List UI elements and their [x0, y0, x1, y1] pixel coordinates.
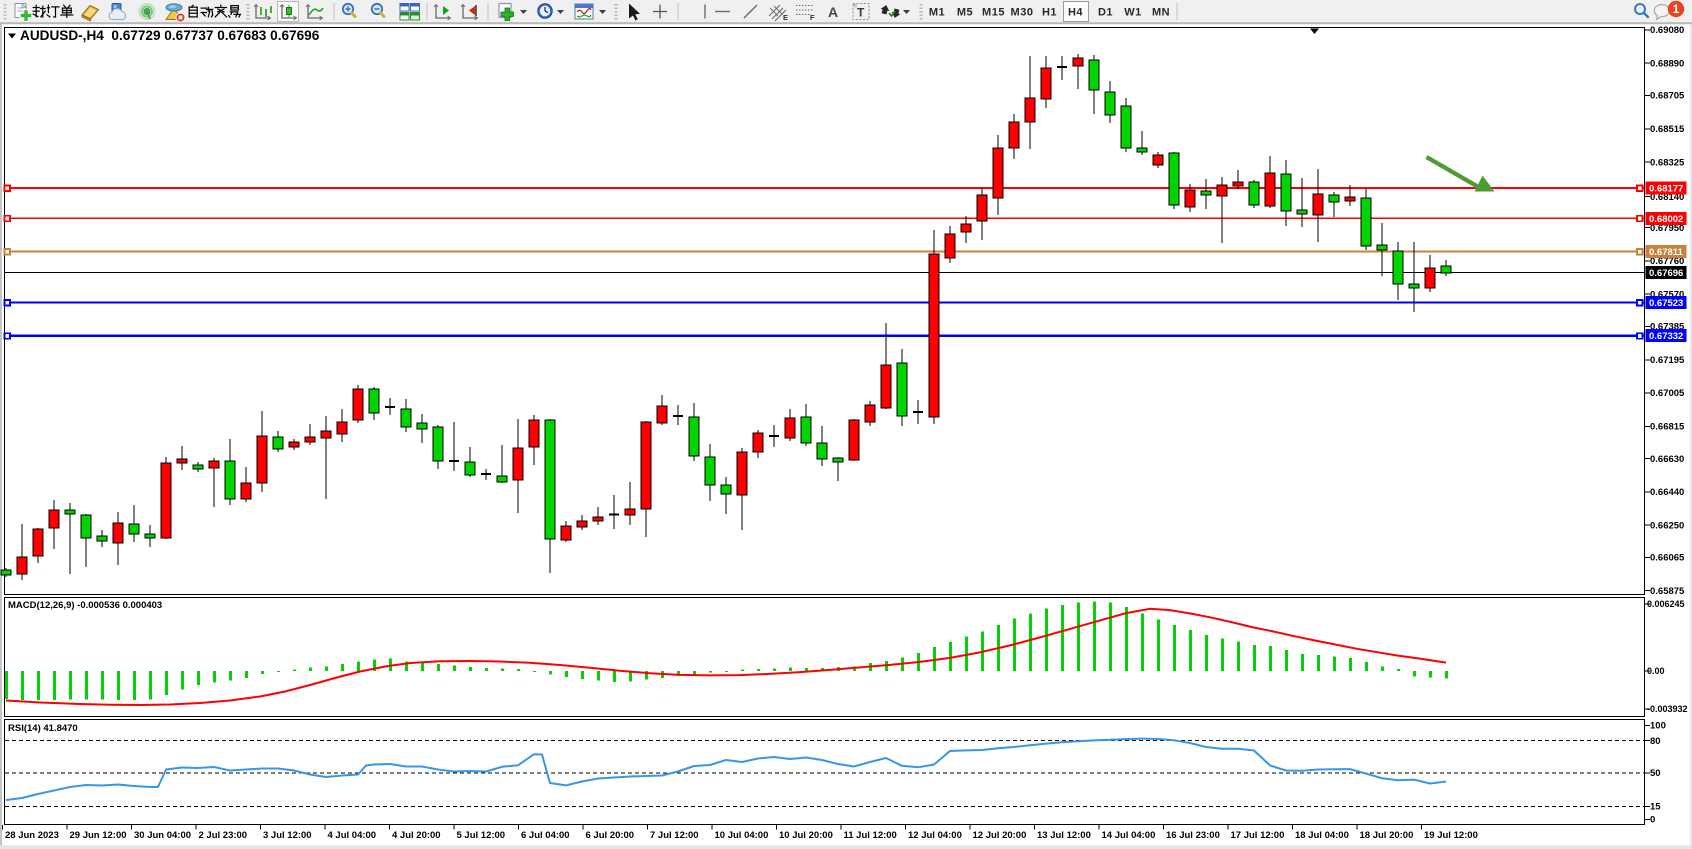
- svg-text:0.67811: 0.67811: [1649, 247, 1684, 258]
- svg-text:0.67950: 0.67950: [1650, 223, 1684, 234]
- svg-text:10 Jul 20:00: 10 Jul 20:00: [779, 830, 833, 841]
- svg-text:H1: H1: [1042, 7, 1057, 19]
- svg-text:11 Jul 12:00: 11 Jul 12:00: [844, 830, 897, 841]
- svg-text:M5: M5: [957, 7, 973, 19]
- svg-text:0.67696: 0.67696: [1649, 268, 1683, 279]
- svg-text:12 Jul 20:00: 12 Jul 20:00: [973, 830, 1027, 841]
- svg-text:0.66250: 0.66250: [1650, 520, 1684, 531]
- svg-text:0.67005: 0.67005: [1650, 388, 1685, 399]
- svg-text:50: 50: [1650, 768, 1661, 779]
- svg-text:4 Jul 04:00: 4 Jul 04:00: [328, 830, 377, 841]
- svg-text:0.68177: 0.68177: [1649, 183, 1683, 194]
- svg-text:0.69080: 0.69080: [1650, 25, 1684, 36]
- svg-text:0.66065: 0.66065: [1650, 553, 1685, 564]
- svg-text:H4: H4: [1068, 7, 1083, 19]
- svg-text:0.68890: 0.68890: [1650, 58, 1684, 69]
- svg-text:0.67195: 0.67195: [1650, 355, 1685, 366]
- svg-text:A: A: [828, 4, 838, 20]
- svg-text:0.68515: 0.68515: [1650, 124, 1685, 135]
- svg-text:18 Jul 20:00: 18 Jul 20:00: [1360, 830, 1414, 841]
- svg-text:MN: MN: [1152, 7, 1170, 19]
- svg-text:RSI(14) 41.8470: RSI(14) 41.8470: [8, 723, 78, 734]
- svg-text:17 Jul 12:00: 17 Jul 12:00: [1231, 830, 1285, 841]
- svg-text:0.68140: 0.68140: [1650, 192, 1684, 203]
- svg-text:0.00: 0.00: [1647, 666, 1665, 676]
- svg-text:M15: M15: [982, 7, 1005, 19]
- svg-text:0.67332: 0.67332: [1649, 331, 1683, 342]
- svg-text:7 Jul 12:00: 7 Jul 12:00: [650, 830, 699, 841]
- svg-text:12 Jul 04:00: 12 Jul 04:00: [908, 830, 962, 841]
- svg-text:0.66815: 0.66815: [1650, 422, 1685, 433]
- svg-text:M1: M1: [929, 7, 945, 19]
- svg-text:0.006245: 0.006245: [1647, 599, 1685, 609]
- svg-text:D1: D1: [1098, 7, 1113, 19]
- svg-text:19 Jul 12:00: 19 Jul 12:00: [1424, 830, 1478, 841]
- svg-text:6 Jul 04:00: 6 Jul 04:00: [521, 830, 570, 841]
- svg-text:MACD(12,26,9) -0.000536 0.0004: MACD(12,26,9) -0.000536 0.000403: [8, 600, 162, 611]
- svg-text:0.68705: 0.68705: [1650, 91, 1685, 102]
- svg-text:M30: M30: [1011, 7, 1034, 19]
- svg-text:0: 0: [1650, 815, 1655, 826]
- svg-text:6 Jul 20:00: 6 Jul 20:00: [586, 830, 635, 841]
- svg-text:1: 1: [1673, 2, 1680, 16]
- svg-text:0.67760: 0.67760: [1650, 256, 1684, 267]
- svg-text:13 Jul 12:00: 13 Jul 12:00: [1037, 830, 1091, 841]
- svg-text:0.66630: 0.66630: [1650, 454, 1684, 465]
- svg-text:AUDUSD-,H4 0.67729 0.67737 0.: AUDUSD-,H4 0.67729 0.67737 0.67683 0.676…: [20, 28, 320, 43]
- svg-text:0.66440: 0.66440: [1650, 487, 1684, 498]
- svg-text:E: E: [783, 13, 788, 22]
- svg-text:16 Jul 23:00: 16 Jul 23:00: [1166, 830, 1220, 841]
- svg-text:5 Jul 12:00: 5 Jul 12:00: [457, 830, 506, 841]
- svg-text:0.67523: 0.67523: [1649, 298, 1683, 309]
- svg-text:-0.003932: -0.003932: [1647, 704, 1688, 714]
- svg-text:W1: W1: [1124, 7, 1142, 19]
- svg-text:T: T: [857, 6, 865, 20]
- svg-text:15: 15: [1650, 802, 1661, 813]
- svg-text:28 Jun 2023: 28 Jun 2023: [5, 830, 59, 841]
- svg-text:100: 100: [1650, 721, 1666, 732]
- svg-text:29 Jun 12:00: 29 Jun 12:00: [70, 830, 127, 841]
- svg-text:3 Jul 12:00: 3 Jul 12:00: [263, 830, 312, 841]
- svg-text:0.67385: 0.67385: [1650, 322, 1685, 333]
- svg-text:10 Jul 04:00: 10 Jul 04:00: [715, 830, 769, 841]
- svg-text:14 Jul 04:00: 14 Jul 04:00: [1102, 830, 1156, 841]
- svg-text:30 Jun 04:00: 30 Jun 04:00: [134, 830, 191, 841]
- svg-text:F: F: [810, 13, 815, 22]
- svg-text:18 Jul 04:00: 18 Jul 04:00: [1295, 830, 1349, 841]
- svg-text:0.68325: 0.68325: [1650, 157, 1685, 168]
- svg-text:0.65875: 0.65875: [1650, 586, 1685, 597]
- svg-text:80: 80: [1650, 736, 1661, 747]
- svg-text:2 Jul 23:00: 2 Jul 23:00: [199, 830, 248, 841]
- svg-text:0.68002: 0.68002: [1649, 214, 1683, 225]
- svg-text:4 Jul 20:00: 4 Jul 20:00: [392, 830, 441, 841]
- svg-text:0.67570: 0.67570: [1650, 289, 1684, 300]
